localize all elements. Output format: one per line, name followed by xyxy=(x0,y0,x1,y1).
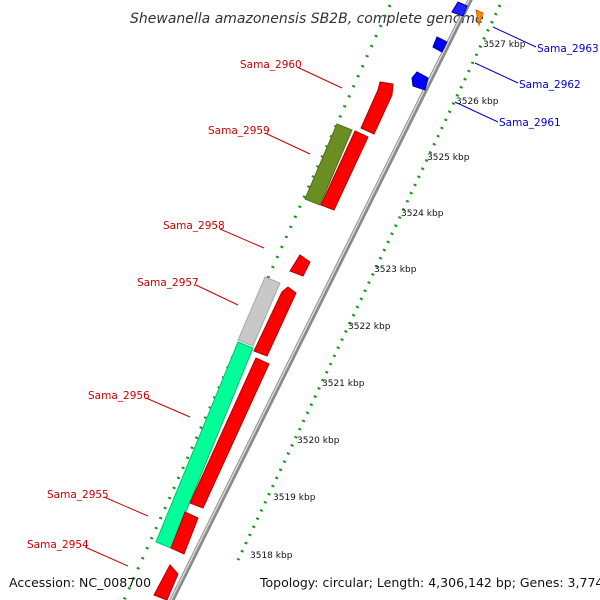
kbp-label: 3526 kbp xyxy=(456,97,499,107)
gene-gray-block[interactable] xyxy=(237,276,281,347)
leader-line xyxy=(219,228,265,249)
kbp-label: 3521 kbp xyxy=(322,379,365,389)
gene-label-sama-2954[interactable]: Sama_2954 xyxy=(27,539,89,551)
gene-red-2958[interactable] xyxy=(289,254,311,277)
leader-line xyxy=(84,546,129,567)
gene-labels-left: Sama_2960 Sama_2959 Sama_2958 Sama_2957 … xyxy=(27,59,343,567)
kbp-label: 3524 kbp xyxy=(401,209,444,219)
leader-line xyxy=(145,397,191,418)
gene-label-sama-2960[interactable]: Sama_2960 xyxy=(240,59,302,71)
kbp-label: 3522 kbp xyxy=(348,322,391,332)
kbp-label: 3520 kbp xyxy=(297,436,340,446)
gene-red-2956[interactable] xyxy=(189,357,270,509)
leader-line xyxy=(454,101,499,123)
leader-line xyxy=(474,62,519,84)
ruler-dots xyxy=(236,4,502,561)
gene-red-2957[interactable] xyxy=(253,286,297,357)
gene-red-2955[interactable] xyxy=(170,511,199,555)
leader-line xyxy=(103,496,149,517)
kbp-scale: 3527 kbp 3526 kbp 3525 kbp 3524 kbp 3523… xyxy=(250,40,526,561)
kbp-label: 3518 kbp xyxy=(250,551,293,561)
gene-label-sama-2959[interactable]: Sama_2959 xyxy=(208,125,270,137)
gene-labels-right: Sama_2963 Sama_2962 Sama_2961 xyxy=(454,26,599,129)
backbone-line xyxy=(169,0,473,600)
gene-label-sama-2957[interactable]: Sama_2957 xyxy=(137,277,199,289)
gene-red-2960[interactable] xyxy=(360,81,394,135)
gene-blue-2961[interactable] xyxy=(411,71,429,91)
accession-text: Accession: NC_008700 xyxy=(9,575,151,590)
gene-blue-2963[interactable] xyxy=(451,1,468,17)
gene-label-sama-2955[interactable]: Sama_2955 xyxy=(47,489,109,501)
gene-label-sama-2958[interactable]: Sama_2958 xyxy=(163,220,225,232)
kbp-label: 3525 kbp xyxy=(427,153,470,163)
gene-label-sama-2962[interactable]: Sama_2962 xyxy=(519,79,581,91)
leader-line xyxy=(264,132,311,155)
gene-olive-block[interactable] xyxy=(304,123,353,206)
gene-green-block[interactable] xyxy=(155,341,254,549)
gene-label-sama-2956[interactable]: Sama_2956 xyxy=(88,390,150,402)
leader-line xyxy=(492,26,537,48)
backbone-highlight xyxy=(170,0,470,600)
gene-red-2959[interactable] xyxy=(320,130,369,211)
kbp-label: 3527 kbp xyxy=(483,40,526,50)
topology-text: Topology: circular; Length: 4,306,142 bp… xyxy=(259,575,600,590)
gene-orange[interactable] xyxy=(475,9,484,27)
leader-line xyxy=(296,66,343,89)
kbp-label: 3523 kbp xyxy=(374,265,417,275)
gene-blue-2962[interactable] xyxy=(432,36,448,53)
kbp-label: 3519 kbp xyxy=(273,493,316,503)
gene-label-sama-2963[interactable]: Sama_2963 xyxy=(537,43,599,55)
map-title: Shewanella amazonensis SB2B, complete ge… xyxy=(130,11,484,27)
gene-label-sama-2961[interactable]: Sama_2961 xyxy=(499,117,561,129)
gene-red-2954[interactable] xyxy=(153,564,179,600)
leader-line xyxy=(195,284,239,306)
